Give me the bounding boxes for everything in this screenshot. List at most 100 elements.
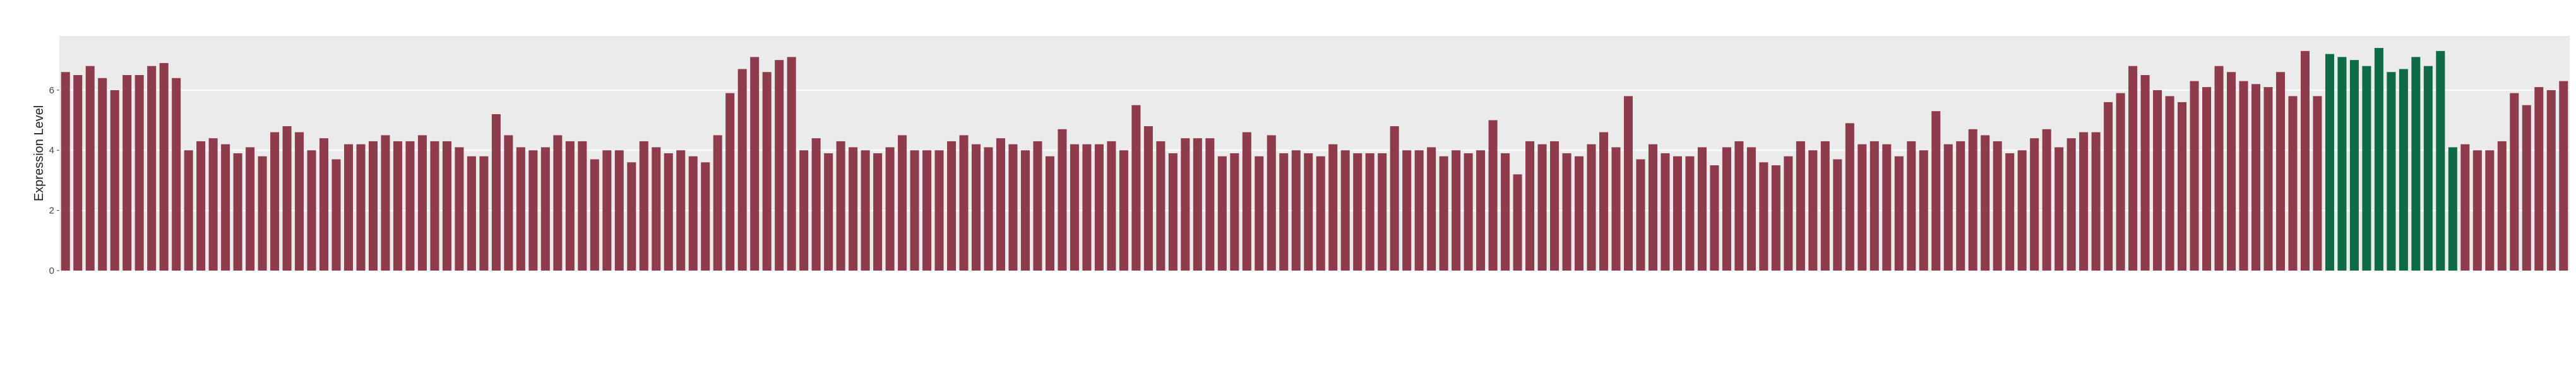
bar bbox=[528, 150, 538, 271]
bar bbox=[799, 150, 809, 271]
bar bbox=[1008, 144, 1018, 271]
bar bbox=[1623, 96, 1633, 271]
bar bbox=[246, 147, 255, 271]
bar bbox=[1340, 150, 1350, 271]
bar bbox=[1304, 153, 1313, 271]
bar bbox=[1796, 141, 1805, 271]
bar bbox=[2522, 105, 2531, 271]
bar bbox=[2275, 72, 2285, 271]
bar bbox=[627, 162, 636, 271]
bar bbox=[1981, 135, 1990, 271]
bar bbox=[1488, 120, 1498, 271]
bar bbox=[61, 72, 70, 271]
bar bbox=[1267, 135, 1276, 271]
bar bbox=[479, 156, 489, 271]
bar bbox=[270, 132, 280, 271]
bar bbox=[1156, 141, 1166, 271]
bar bbox=[688, 156, 698, 271]
bar bbox=[258, 156, 267, 271]
bar bbox=[849, 147, 858, 271]
bar bbox=[2497, 141, 2507, 271]
bar bbox=[1193, 138, 1202, 271]
bar bbox=[331, 159, 341, 271]
bar bbox=[1575, 156, 1584, 271]
y-tick-label: 2 bbox=[49, 206, 54, 216]
bar bbox=[1205, 138, 1215, 271]
bar bbox=[393, 141, 402, 271]
bar bbox=[750, 57, 760, 271]
bar bbox=[664, 153, 673, 271]
bar bbox=[1168, 153, 1178, 271]
bar bbox=[934, 150, 944, 271]
bar bbox=[1439, 156, 1448, 271]
bar bbox=[2325, 54, 2334, 271]
bar bbox=[2153, 90, 2162, 271]
y-tick-label: 6 bbox=[49, 85, 54, 96]
bar bbox=[491, 114, 501, 271]
bar bbox=[1611, 147, 1621, 271]
bar bbox=[824, 153, 833, 271]
bar bbox=[467, 156, 476, 271]
bar bbox=[2128, 66, 2138, 271]
bar bbox=[2387, 72, 2396, 271]
bar bbox=[1808, 150, 1818, 271]
bar bbox=[319, 138, 329, 271]
bar bbox=[1513, 174, 1522, 271]
bar bbox=[565, 141, 575, 271]
bar bbox=[172, 78, 181, 271]
bar bbox=[2374, 48, 2383, 271]
bar bbox=[134, 75, 144, 271]
bar bbox=[1242, 132, 1251, 271]
bar bbox=[1058, 129, 1067, 271]
bar bbox=[73, 75, 83, 271]
bar bbox=[836, 141, 845, 271]
bar bbox=[1255, 156, 1264, 271]
bar bbox=[2313, 96, 2322, 271]
bar bbox=[1082, 144, 1092, 271]
bar bbox=[2042, 129, 2051, 271]
bar bbox=[2005, 153, 2015, 271]
bar bbox=[2559, 81, 2568, 271]
bar bbox=[2178, 102, 2187, 271]
bar bbox=[1661, 153, 1670, 271]
bar bbox=[775, 60, 784, 271]
bar bbox=[1894, 156, 1904, 271]
bar bbox=[1131, 105, 1141, 271]
bar bbox=[405, 141, 415, 271]
bar bbox=[652, 147, 661, 271]
bar bbox=[1943, 144, 1953, 271]
bar bbox=[1648, 144, 1657, 271]
bar bbox=[639, 141, 648, 271]
bar bbox=[2239, 81, 2248, 271]
y-axis-label: Expression Level bbox=[32, 105, 46, 201]
bar bbox=[1931, 111, 1941, 271]
bar bbox=[2054, 147, 2064, 271]
bar bbox=[1599, 132, 1609, 271]
bar bbox=[922, 150, 932, 271]
bar bbox=[947, 141, 957, 271]
bar bbox=[2214, 66, 2224, 271]
bar bbox=[2017, 150, 2027, 271]
bar bbox=[1537, 144, 1547, 271]
bar bbox=[233, 153, 242, 271]
plot-background bbox=[59, 36, 2570, 271]
bar bbox=[861, 150, 870, 271]
bar bbox=[1020, 150, 1030, 271]
bar bbox=[430, 141, 439, 271]
bar bbox=[1771, 165, 1780, 271]
bar bbox=[885, 147, 895, 271]
bar bbox=[1328, 144, 1338, 271]
bar bbox=[2066, 138, 2076, 271]
bar bbox=[2116, 93, 2125, 271]
bar bbox=[1746, 147, 1756, 271]
bar bbox=[2546, 90, 2556, 271]
bar bbox=[110, 90, 119, 271]
bar bbox=[368, 141, 378, 271]
bar bbox=[2349, 60, 2359, 271]
bar bbox=[1525, 141, 1535, 271]
bar bbox=[602, 150, 612, 271]
bar bbox=[221, 144, 230, 271]
bar bbox=[1464, 153, 1473, 271]
bar bbox=[1993, 141, 2002, 271]
bar bbox=[295, 132, 304, 271]
